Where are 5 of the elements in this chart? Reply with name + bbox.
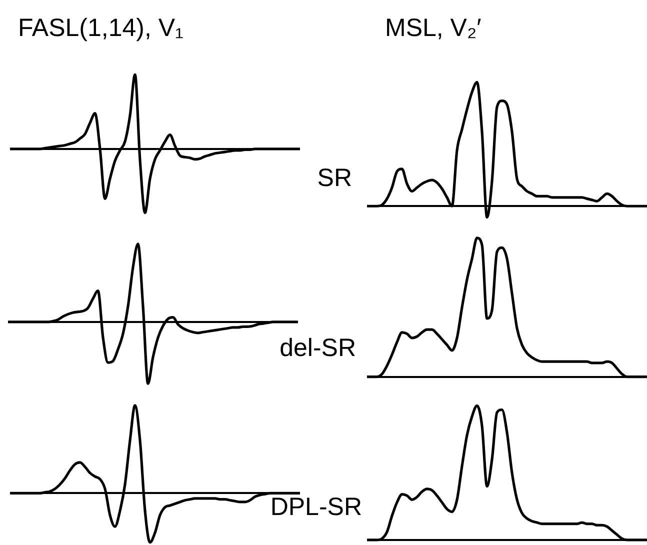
annotation: del-SR	[278, 334, 356, 363]
annotation: DPL-SR	[269, 493, 362, 522]
chart-title: FASL(1,14), V₁	[18, 14, 184, 43]
chart-title: MSL, V₂′	[385, 14, 482, 43]
text: SR	[316, 164, 352, 193]
